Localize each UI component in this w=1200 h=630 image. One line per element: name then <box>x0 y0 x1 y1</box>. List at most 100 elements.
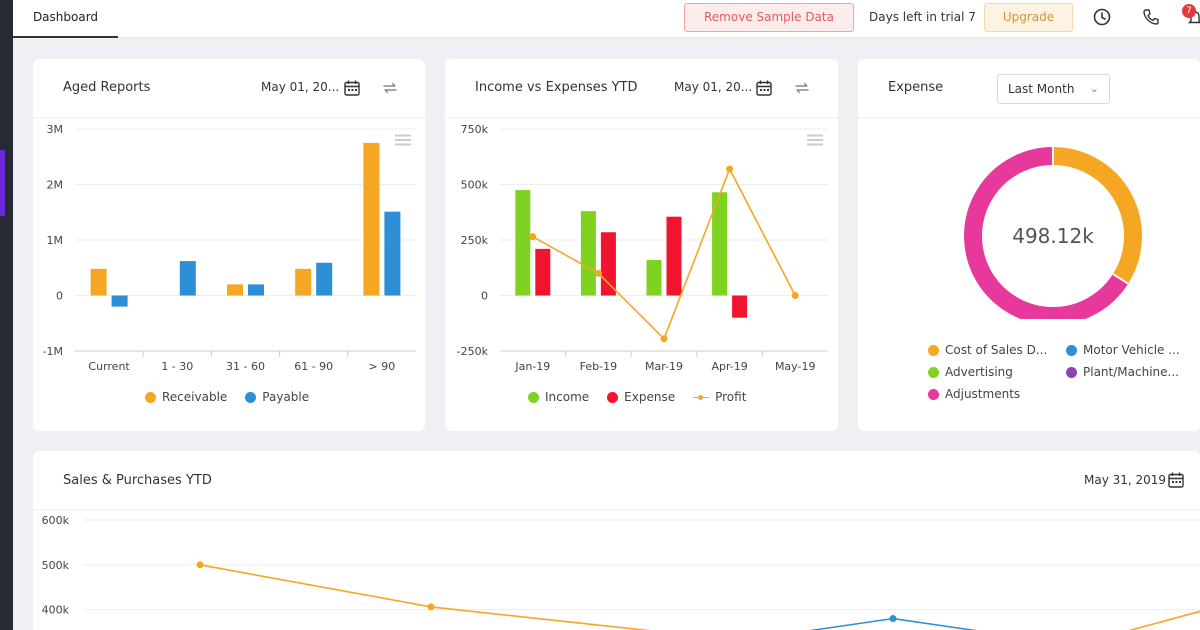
aged-reports-card: Aged Reports May 01, 20... 3M 2M 1M 0 -1M Cur… <box>33 59 425 431</box>
bar-income <box>712 192 728 296</box>
point-profit <box>529 233 537 241</box>
x-tick-label: 31 - 60 <box>226 360 265 373</box>
sales-purchases-card: Sales & Purchases YTD May 31, 2019 600k 5… <box>33 451 1200 630</box>
y-tick-label: -1M <box>43 345 63 358</box>
x-tick-label: Current <box>88 360 130 373</box>
y-tick-label: 500k <box>461 179 489 192</box>
donut-slice <box>964 147 1129 319</box>
donut-slice <box>1052 147 1142 284</box>
point-profit <box>660 335 668 343</box>
notification-count-badge: 7 <box>1182 4 1196 18</box>
y-tick-label: 500k <box>42 559 70 572</box>
calendar-icon[interactable] <box>1167 471 1185 489</box>
card-title: Expense <box>888 80 944 95</box>
bar-expense <box>600 232 616 296</box>
legend-swatch <box>928 388 939 400</box>
legend-label: Receivable <box>162 390 228 404</box>
income-expenses-chart: 750k 500k 250k 0 -250k Jan-19 Feb-19 Mar-19 Apr-… <box>457 123 828 373</box>
bar-expense <box>535 248 551 296</box>
calendar-icon[interactable] <box>343 79 361 97</box>
period-select[interactable]: Last Month ⌄ <box>997 74 1110 104</box>
legend-item-cost-of-sales[interactable]: Cost of Sales D... <box>928 343 1047 357</box>
point-profit <box>594 269 602 277</box>
y-tick-label: 400k <box>42 604 70 617</box>
point-profit <box>726 165 734 173</box>
legend-item-income[interactable]: Income <box>528 390 589 404</box>
legend-label: Income <box>545 390 590 404</box>
x-tick-label: Apr-19 <box>711 360 747 373</box>
date-display[interactable]: May 31, 2019 <box>1084 473 1167 487</box>
y-tick-label: 2M <box>47 179 64 192</box>
date-display[interactable]: May 01, 20... <box>674 80 753 94</box>
upgrade-button[interactable]: Upgrade <box>984 3 1073 32</box>
x-tick-label: Jan-19 <box>514 360 550 373</box>
calendar-icon[interactable] <box>755 79 773 97</box>
bar-income <box>515 190 531 296</box>
bar-income <box>646 259 662 296</box>
y-tick-label: 750k <box>461 123 489 136</box>
bar-income <box>580 211 596 296</box>
legend-label: Adjustments <box>945 387 1021 401</box>
sidebar <box>0 0 13 630</box>
bar-receivable <box>363 142 380 296</box>
top-bar: Dashboard Remove Sample Data Days left i… <box>13 0 1200 38</box>
aged-legend: Receivable Payable <box>145 390 309 404</box>
legend-swatch <box>928 366 939 378</box>
y-tick-label: 600k <box>42 514 70 527</box>
sales-point <box>427 603 435 611</box>
card-header-divider <box>445 117 838 118</box>
x-tick-label: Feb-19 <box>580 360 617 373</box>
profit-swatch <box>693 392 710 403</box>
remove-sample-data-button[interactable]: Remove Sample Data <box>684 3 854 32</box>
legend-item-advertising[interactable]: Advertising <box>928 365 1013 379</box>
legend-label: Motor Vehicle ... <box>1083 343 1180 357</box>
chevron-down-icon: ⌄ <box>1089 82 1099 95</box>
donut-center-value: 498.12k <box>1012 224 1094 248</box>
slice-separator <box>1112 273 1129 285</box>
receivable-swatch <box>145 391 156 403</box>
clock-icon[interactable] <box>1092 7 1112 27</box>
sidebar-active-indicator <box>0 150 5 216</box>
card-header-divider <box>858 117 1200 118</box>
expense-donut-chart: 498.12k <box>964 147 1142 319</box>
income-swatch <box>528 391 539 403</box>
x-tick-label: May-19 <box>775 360 816 373</box>
bar-payable <box>316 262 333 296</box>
y-tick-label: 0 <box>56 290 63 303</box>
sales-purchases-chart: 600k 500k 400k <box>42 514 1200 630</box>
phone-icon[interactable] <box>1141 7 1161 27</box>
bar-expense <box>732 295 748 318</box>
legend-swatch <box>928 344 939 356</box>
y-tick-label: 250k <box>461 234 489 247</box>
refresh-icon[interactable] <box>793 79 811 97</box>
legend-label: Cost of Sales D... <box>945 343 1048 357</box>
legend-label: Expense <box>624 390 676 404</box>
legend-item-expense[interactable]: Expense <box>607 390 675 404</box>
tab-dashboard[interactable]: Dashboard <box>13 0 118 38</box>
card-title: Income vs Expenses YTD <box>475 80 638 95</box>
bar-payable <box>111 295 128 307</box>
bar-receivable <box>295 268 312 296</box>
bar-payable <box>384 211 401 296</box>
legend-item-motor-vehicle[interactable]: Motor Vehicle ... <box>1066 343 1180 357</box>
legend-item-plant-machinery[interactable]: Plant/Machine... <box>1066 365 1179 379</box>
bar-payable <box>179 261 196 296</box>
legend-item-profit[interactable]: Profit <box>693 390 746 404</box>
legend-label: Profit <box>715 390 747 404</box>
refresh-icon[interactable] <box>381 79 399 97</box>
y-tick-label: -250k <box>457 345 489 358</box>
legend-item-receivable[interactable]: Receivable <box>145 390 227 404</box>
legend-item-payable[interactable]: Payable <box>245 390 309 404</box>
chart-menu-icon[interactable] <box>807 134 823 146</box>
bar-payable <box>248 284 264 296</box>
chart-menu-icon[interactable] <box>395 134 411 146</box>
sales-point <box>196 561 204 569</box>
legend-swatch <box>1066 366 1077 378</box>
payable-swatch <box>245 391 257 403</box>
date-display[interactable]: May 01, 20... <box>261 80 340 94</box>
legend-item-adjustments[interactable]: Adjustments <box>928 387 1020 401</box>
income-legend: Income Expense Profit <box>528 390 746 404</box>
x-tick-label: 61 - 90 <box>294 360 333 373</box>
period-select-value: Last Month <box>1008 82 1075 96</box>
x-tick-label: Mar-19 <box>645 360 683 373</box>
